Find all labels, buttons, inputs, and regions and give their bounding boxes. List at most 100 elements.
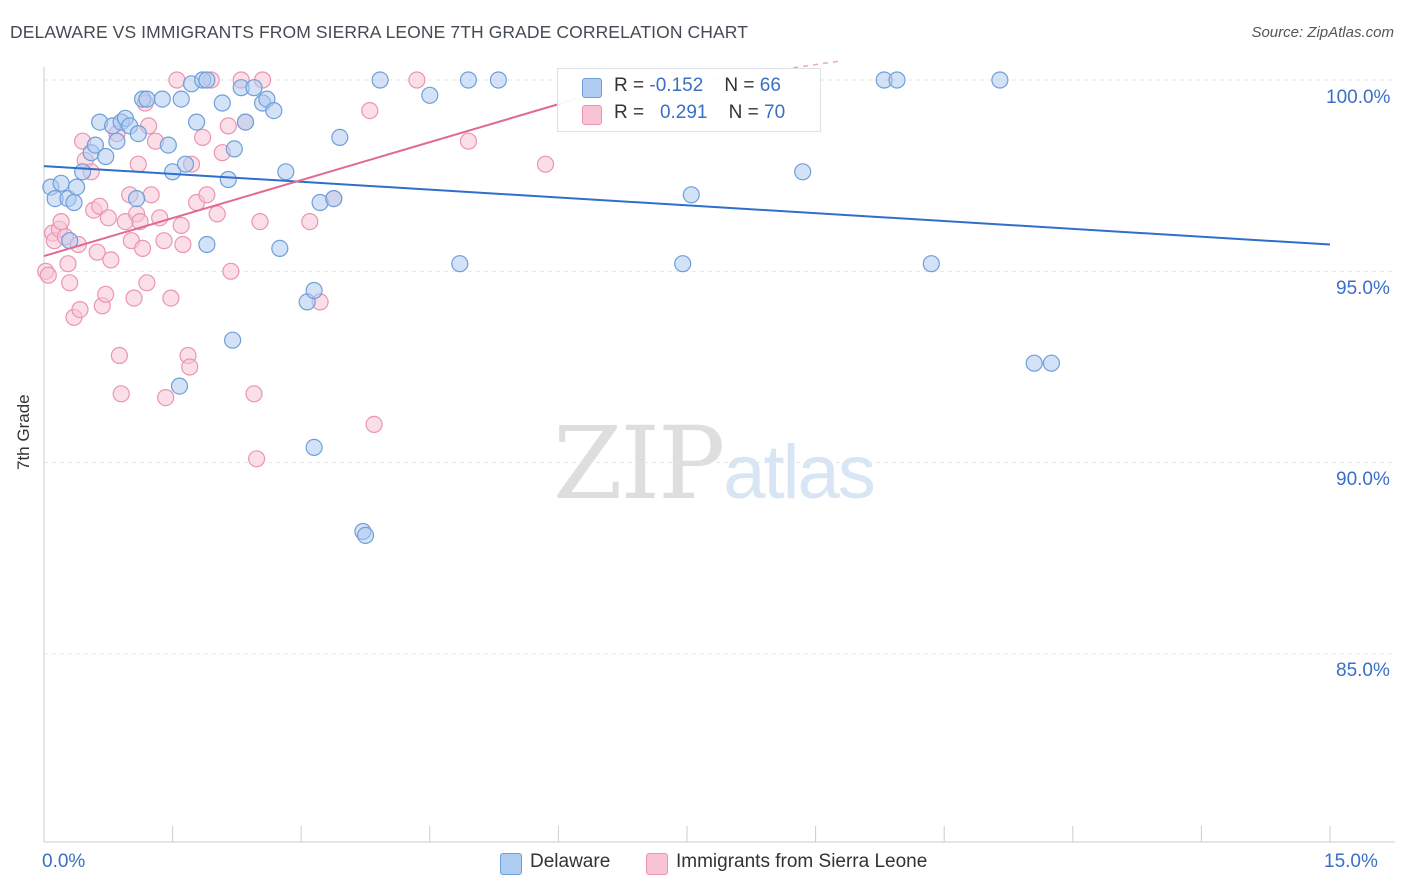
sierra-leone-trend-line <box>43 98 576 257</box>
delaware-point <box>73 163 92 181</box>
delaware-point <box>86 136 105 154</box>
sierra-leone-point <box>142 186 160 204</box>
sierra-leone-point <box>536 155 555 173</box>
bottom-legend-swatch-sierra <box>646 853 668 875</box>
y-tick-label-90: 90.0% <box>1336 469 1390 490</box>
sierra-leone-point <box>459 132 477 150</box>
watermark-atlas: atlas <box>723 430 876 515</box>
source-label: Source: ZipAtlas.com <box>1251 24 1394 41</box>
legend-r-value-delaware: -0.152 <box>649 75 704 96</box>
legend-n-label: N = <box>724 75 755 96</box>
sierra-leone-point <box>88 243 106 261</box>
sierra-leone-point <box>408 71 426 89</box>
delaware-point <box>888 71 906 89</box>
sierra-leone-point <box>102 251 120 269</box>
bottom-legend-label-sierra: Immigrants from Sierra Leone <box>676 851 928 872</box>
sierra-leone-point <box>91 197 109 215</box>
sierra-leone-point <box>248 450 266 468</box>
legend-swatch-sierra <box>582 105 602 125</box>
sierra-leone-point <box>97 285 115 303</box>
delaware-point <box>991 71 1009 89</box>
delaware-point <box>271 239 289 257</box>
delaware-point <box>170 377 189 395</box>
delaware-point <box>97 147 115 166</box>
delaware-point <box>331 128 349 146</box>
delaware-point <box>794 163 812 181</box>
legend-r-label: R = <box>614 102 645 123</box>
delaware-trend-line <box>43 165 1331 246</box>
sierra-leone-point <box>71 301 89 319</box>
sierra-leone-point <box>162 289 180 307</box>
sierra-leone-point <box>194 128 212 146</box>
delaware-point <box>489 71 507 89</box>
sierra-leone-point <box>155 232 173 250</box>
delaware-point <box>138 90 156 108</box>
delaware-point <box>682 186 700 204</box>
delaware-point <box>1025 354 1043 372</box>
axes <box>43 67 1395 843</box>
delaware-point <box>265 101 283 120</box>
delaware-point <box>128 190 146 208</box>
bottom-legend-swatch-delaware <box>500 853 522 875</box>
delaware-point <box>922 255 940 273</box>
sierra-leone-point <box>245 385 263 403</box>
sierra-leone-point <box>172 216 190 234</box>
delaware-point <box>277 163 295 181</box>
sierra-leone-point <box>198 186 216 204</box>
delaware-points <box>42 71 1061 545</box>
delaware-point <box>67 178 86 196</box>
delaware-point <box>305 438 323 456</box>
delaware-point <box>108 132 126 150</box>
sierra-leone-point <box>365 415 383 433</box>
legend-r-label: R = <box>614 75 645 96</box>
chart-title: DELAWARE VS IMMIGRANTS FROM SIERRA LEONE… <box>10 22 749 42</box>
delaware-point <box>188 113 206 131</box>
delaware-point <box>1042 354 1061 372</box>
sierra-leone-point <box>134 239 152 257</box>
delaware-point <box>153 90 171 108</box>
bottom-legend-label-delaware: Delaware <box>530 851 611 872</box>
sierra-leone-point <box>125 289 143 307</box>
sierra-leone-point <box>52 213 70 231</box>
legend-n-value-sierra: 70 <box>764 102 786 123</box>
x-tick-label-min: 0.0% <box>42 851 86 872</box>
sierra-leone-point <box>61 274 79 292</box>
y-tick-label-85: 85.0% <box>1336 660 1390 681</box>
delaware-point <box>356 526 375 545</box>
delaware-point <box>159 136 177 154</box>
delaware-point <box>172 90 190 108</box>
delaware-point <box>213 94 231 112</box>
y-tick-label-95: 95.0% <box>1336 278 1390 299</box>
delaware-point <box>198 235 216 254</box>
delaware-point <box>451 255 469 273</box>
legend-n-label: N = <box>728 102 759 123</box>
delaware-point <box>65 193 83 212</box>
delaware-point <box>176 155 195 173</box>
delaware-point <box>225 140 243 158</box>
watermark-zip: ZIP <box>553 405 725 522</box>
delaware-point <box>421 86 439 104</box>
sierra-leone-point <box>112 385 130 403</box>
y-axis-title: 7th Grade <box>14 394 33 470</box>
sierra-leone-point <box>151 209 169 227</box>
sierra-leone-point <box>138 274 156 292</box>
x-tick-label-max: 15.0% <box>1324 851 1378 872</box>
sierra-leone-point <box>110 346 129 365</box>
sierra-leone-point <box>181 358 199 376</box>
delaware-point <box>325 190 343 208</box>
delaware-point <box>198 71 216 89</box>
sierra-leone-point <box>301 213 319 231</box>
sierra-leone-point <box>208 205 226 223</box>
delaware-point <box>129 125 147 143</box>
grid-lines <box>44 79 1395 655</box>
sierra-leone-point <box>174 235 192 254</box>
sierra-leone-point <box>59 255 77 273</box>
sierra-leone-point <box>99 209 117 227</box>
legend-r-value-sierra: 0.291 <box>659 102 708 123</box>
delaware-point <box>224 331 242 349</box>
y-tick-label-100: 100.0% <box>1326 87 1391 108</box>
sierra-leone-point <box>251 213 269 231</box>
sierra-leone-point <box>129 155 147 173</box>
watermark: ZIPatlas <box>553 405 876 522</box>
